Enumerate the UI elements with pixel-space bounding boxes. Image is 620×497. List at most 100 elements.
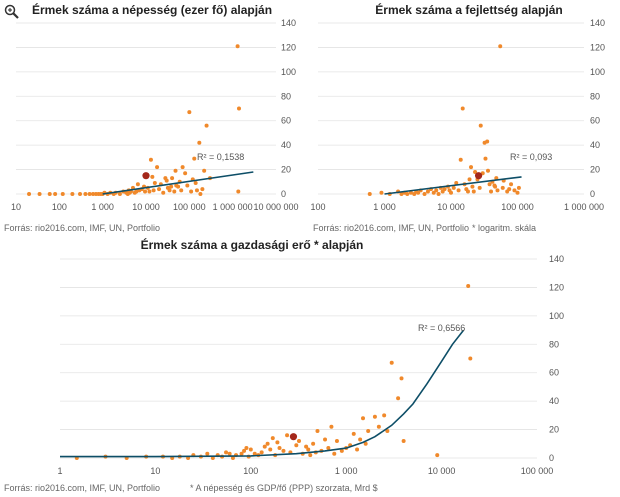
trend-line xyxy=(60,329,465,458)
data-point xyxy=(471,189,476,194)
highlighted-point xyxy=(474,172,483,180)
data-point xyxy=(164,178,169,183)
data-point xyxy=(37,192,42,196)
y-tick-label: 140 xyxy=(549,254,564,264)
data-point xyxy=(431,190,436,195)
data-point xyxy=(60,192,65,196)
x-tick-label: 100 000 xyxy=(521,466,554,476)
x-tick-label: 100 000 xyxy=(501,202,534,212)
y-tick-label: 0 xyxy=(281,189,286,199)
magnifier-icon[interactable] xyxy=(4,4,19,19)
y-tick-label: 140 xyxy=(281,18,296,28)
data-point xyxy=(161,190,166,195)
data-point xyxy=(205,451,210,456)
data-point xyxy=(485,139,490,144)
data-point xyxy=(379,190,384,195)
chart-economic-power: Érmek száma a gazdasági erő * alapján 0 20… xyxy=(57,237,564,476)
data-point xyxy=(185,183,190,188)
data-point xyxy=(135,182,140,187)
data-point xyxy=(183,171,188,176)
x-tick-label: 10 000 xyxy=(437,202,465,212)
y-tick-label: 80 xyxy=(590,91,600,101)
data-point xyxy=(339,448,344,453)
data-point xyxy=(242,448,247,453)
data-point xyxy=(192,156,197,161)
data-point xyxy=(329,424,334,429)
data-point xyxy=(294,443,299,448)
data-point xyxy=(485,168,490,173)
data-point xyxy=(248,447,253,452)
data-point xyxy=(210,456,215,460)
data-point xyxy=(27,192,32,196)
y-tick-label: 100 xyxy=(281,67,296,77)
r-squared-label: R² = 0,6566 xyxy=(418,323,465,333)
data-point xyxy=(117,192,122,196)
data-point xyxy=(198,192,203,196)
data-point xyxy=(236,106,241,111)
x-tick-label: 100 xyxy=(243,466,258,476)
y-tick-label: 60 xyxy=(549,368,559,378)
source-note-top-right: Forrás: rio2016.com, IMF, UN, Portfolio xyxy=(313,223,469,233)
data-point xyxy=(509,182,514,187)
x-tick-label: 1 000 xyxy=(373,202,396,212)
data-point xyxy=(458,157,463,162)
data-point xyxy=(47,192,52,196)
data-point xyxy=(315,428,320,433)
data-point xyxy=(326,446,331,451)
y-tick-label: 100 xyxy=(590,67,605,77)
data-point xyxy=(87,192,92,196)
data-point xyxy=(408,190,413,195)
highlighted-point xyxy=(142,172,150,180)
data-point xyxy=(268,447,273,452)
data-point xyxy=(425,189,430,194)
data-point xyxy=(270,436,275,441)
data-point xyxy=(498,44,503,49)
data-point xyxy=(515,190,520,195)
source-note-top-left: Forrás: rio2016.com, IMF, UN, Portfolio xyxy=(4,223,160,233)
data-point xyxy=(332,451,337,456)
data-point xyxy=(466,284,471,289)
x-tick-label: 1 000 xyxy=(335,466,358,476)
y-tick-label: 120 xyxy=(281,42,296,52)
data-point xyxy=(151,188,156,193)
data-point xyxy=(363,441,368,446)
x-tick-label: 1 000 xyxy=(91,202,114,212)
data-point xyxy=(53,192,58,196)
data-point xyxy=(449,190,453,195)
data-point xyxy=(460,106,465,111)
data-point xyxy=(194,188,199,193)
data-point xyxy=(180,165,185,170)
chart-title: Érmek száma a fejlettség alapján xyxy=(375,2,562,17)
data-point xyxy=(157,187,162,192)
data-point xyxy=(78,192,83,196)
data-point xyxy=(281,448,286,453)
data-point xyxy=(355,447,360,452)
chart-title: Érmek száma a népesség (ezer fő) alapján xyxy=(32,2,272,17)
data-point xyxy=(262,444,267,449)
data-point xyxy=(396,396,401,401)
data-point xyxy=(376,424,381,429)
y-tick-label: 20 xyxy=(281,165,291,175)
y-tick-label: 40 xyxy=(549,396,559,406)
data-point xyxy=(173,168,178,173)
data-point xyxy=(372,414,377,419)
data-point xyxy=(399,376,404,381)
r-squared-label: R² = 0,1538 xyxy=(197,152,244,162)
data-point xyxy=(512,188,517,193)
data-point xyxy=(170,176,175,181)
data-point xyxy=(366,428,371,433)
data-point xyxy=(150,174,155,179)
data-point xyxy=(91,192,96,196)
data-point xyxy=(416,190,421,195)
data-point xyxy=(169,184,174,189)
y-tick-label: 140 xyxy=(590,18,605,28)
data-point xyxy=(385,428,390,433)
x-tick-label: 100 000 xyxy=(173,202,206,212)
x-tick-label: 10 000 xyxy=(428,466,456,476)
data-point xyxy=(468,356,473,361)
data-point xyxy=(507,187,512,192)
data-point xyxy=(167,188,172,193)
data-point xyxy=(285,433,290,438)
data-point xyxy=(152,181,157,186)
data-point xyxy=(202,168,207,173)
